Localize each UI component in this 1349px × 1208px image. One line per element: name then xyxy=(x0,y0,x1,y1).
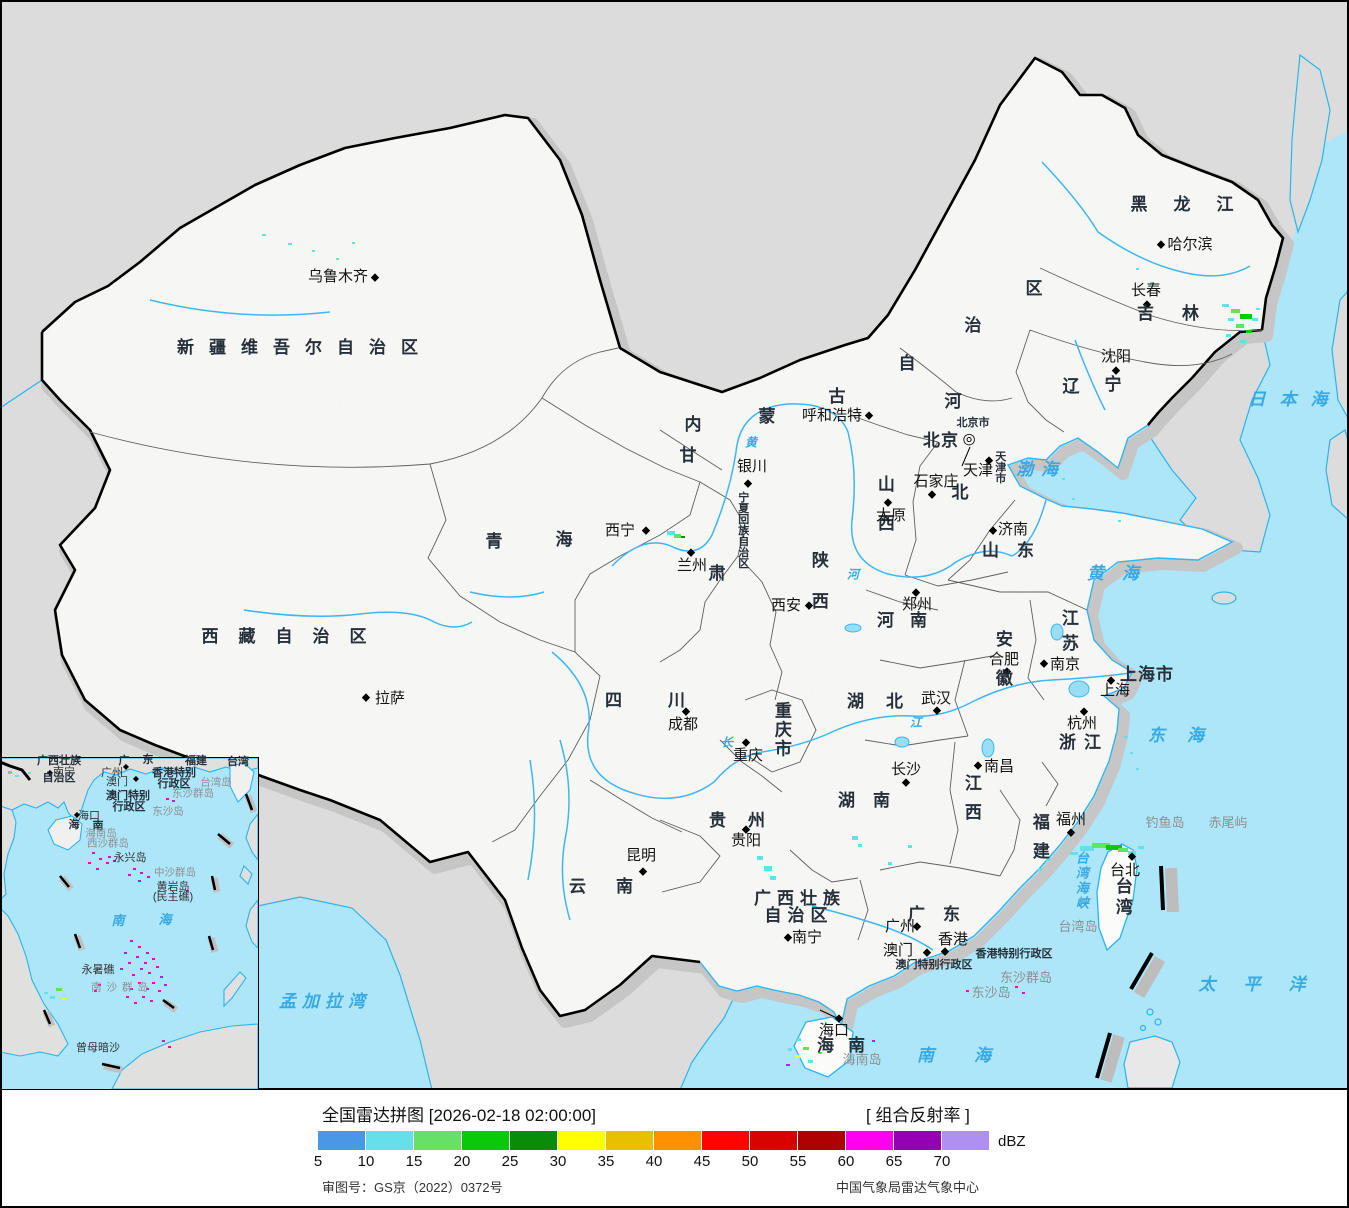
issuing-agency: 中国气象局雷达气象中心 xyxy=(836,1180,980,1195)
legend-tick: 70 xyxy=(933,1153,951,1170)
map-license-number: 审图号：GS京（2022）0372号 xyxy=(322,1180,503,1195)
radar-map: ◆ ◆ ◆ ◆ ◆ ◆ ◆ ◆ ◆ ◆ ◆ ◆ ◆ ◆ ◆ ◆ ◆ ◆ ◆ ◆ ◆ ◆ ◆ ◆ ◆ ◆ ◆ ◆ ◆ ◆ ◆ ◆ ◆ ◎ ◆ ◆ ◆ ◆ 黑… xyxy=(0,0,1349,1090)
map-title: 全国雷达拼图 [2026-02-18 02:00:00] xyxy=(322,1106,597,1125)
inset-hainan xyxy=(47,815,83,851)
legend-tick: 10 xyxy=(357,1153,375,1170)
legend-segment xyxy=(366,1131,414,1150)
legend-segment xyxy=(510,1131,558,1150)
legend-tick: 40 xyxy=(645,1153,663,1170)
map-geometry xyxy=(0,0,1349,1088)
rivers xyxy=(149,161,1251,951)
dash-line-shadows xyxy=(1100,867,1179,1083)
legend-segment xyxy=(462,1131,510,1150)
legend-segment xyxy=(798,1131,846,1150)
hainan-island xyxy=(793,1016,854,1078)
legend-segment xyxy=(942,1131,990,1150)
legend-tick: 5 xyxy=(313,1153,323,1170)
legend-tick: 45 xyxy=(693,1153,711,1170)
legend-tick: 20 xyxy=(453,1153,471,1170)
legend-tick: 60 xyxy=(837,1153,855,1170)
legend-tick: 35 xyxy=(597,1153,615,1170)
luzon-land xyxy=(1123,1035,1181,1088)
unit-label: dBZ xyxy=(998,1133,1026,1150)
dash-lines xyxy=(1095,865,1165,1079)
legend-segment xyxy=(750,1131,798,1150)
legend-segment xyxy=(606,1131,654,1150)
legend-segment xyxy=(654,1131,702,1150)
legend-tick: 55 xyxy=(789,1153,807,1170)
legend-tick: 65 xyxy=(885,1153,903,1170)
legend-tick: 30 xyxy=(549,1153,567,1170)
legend-segment xyxy=(558,1131,606,1150)
product-label: [ 组合反射率 ] xyxy=(866,1106,970,1125)
callout-lines xyxy=(819,446,971,1020)
legend-segment xyxy=(846,1131,894,1150)
legend-segment xyxy=(414,1131,462,1150)
inset-dash-lines xyxy=(42,793,254,1070)
legend-segment xyxy=(318,1131,366,1150)
inset-geometry xyxy=(0,757,259,1090)
province-borders xyxy=(89,267,1263,941)
south-china-sea-inset xyxy=(0,757,259,1090)
reflectivity-colorbar xyxy=(318,1131,990,1150)
legend-tick: 25 xyxy=(501,1153,519,1170)
legend-tick: 50 xyxy=(741,1153,759,1170)
inset-mainland xyxy=(0,757,259,821)
inset-taiwan xyxy=(229,762,255,803)
japan-land xyxy=(1211,53,1349,605)
terrain-texture xyxy=(42,58,1283,1026)
legend-segment xyxy=(702,1131,750,1150)
legend-panel: 全国雷达拼图 [2026-02-18 02:00:00] [ 组合反射率 ] 5… xyxy=(0,1090,1349,1208)
inset-border-fragment xyxy=(0,760,32,781)
legend-segment xyxy=(894,1131,942,1150)
legend-tick: 15 xyxy=(405,1153,423,1170)
taiwan-island xyxy=(1096,843,1138,952)
small-islets xyxy=(1139,1008,1162,1032)
inset-foreign xyxy=(0,805,259,1090)
colorbar-ticks: 5 10 15 20 25 30 35 40 45 50 55 60 65 70 xyxy=(314,1153,1018,1171)
lakes xyxy=(844,623,1090,758)
foreign-land-north xyxy=(0,0,1349,408)
